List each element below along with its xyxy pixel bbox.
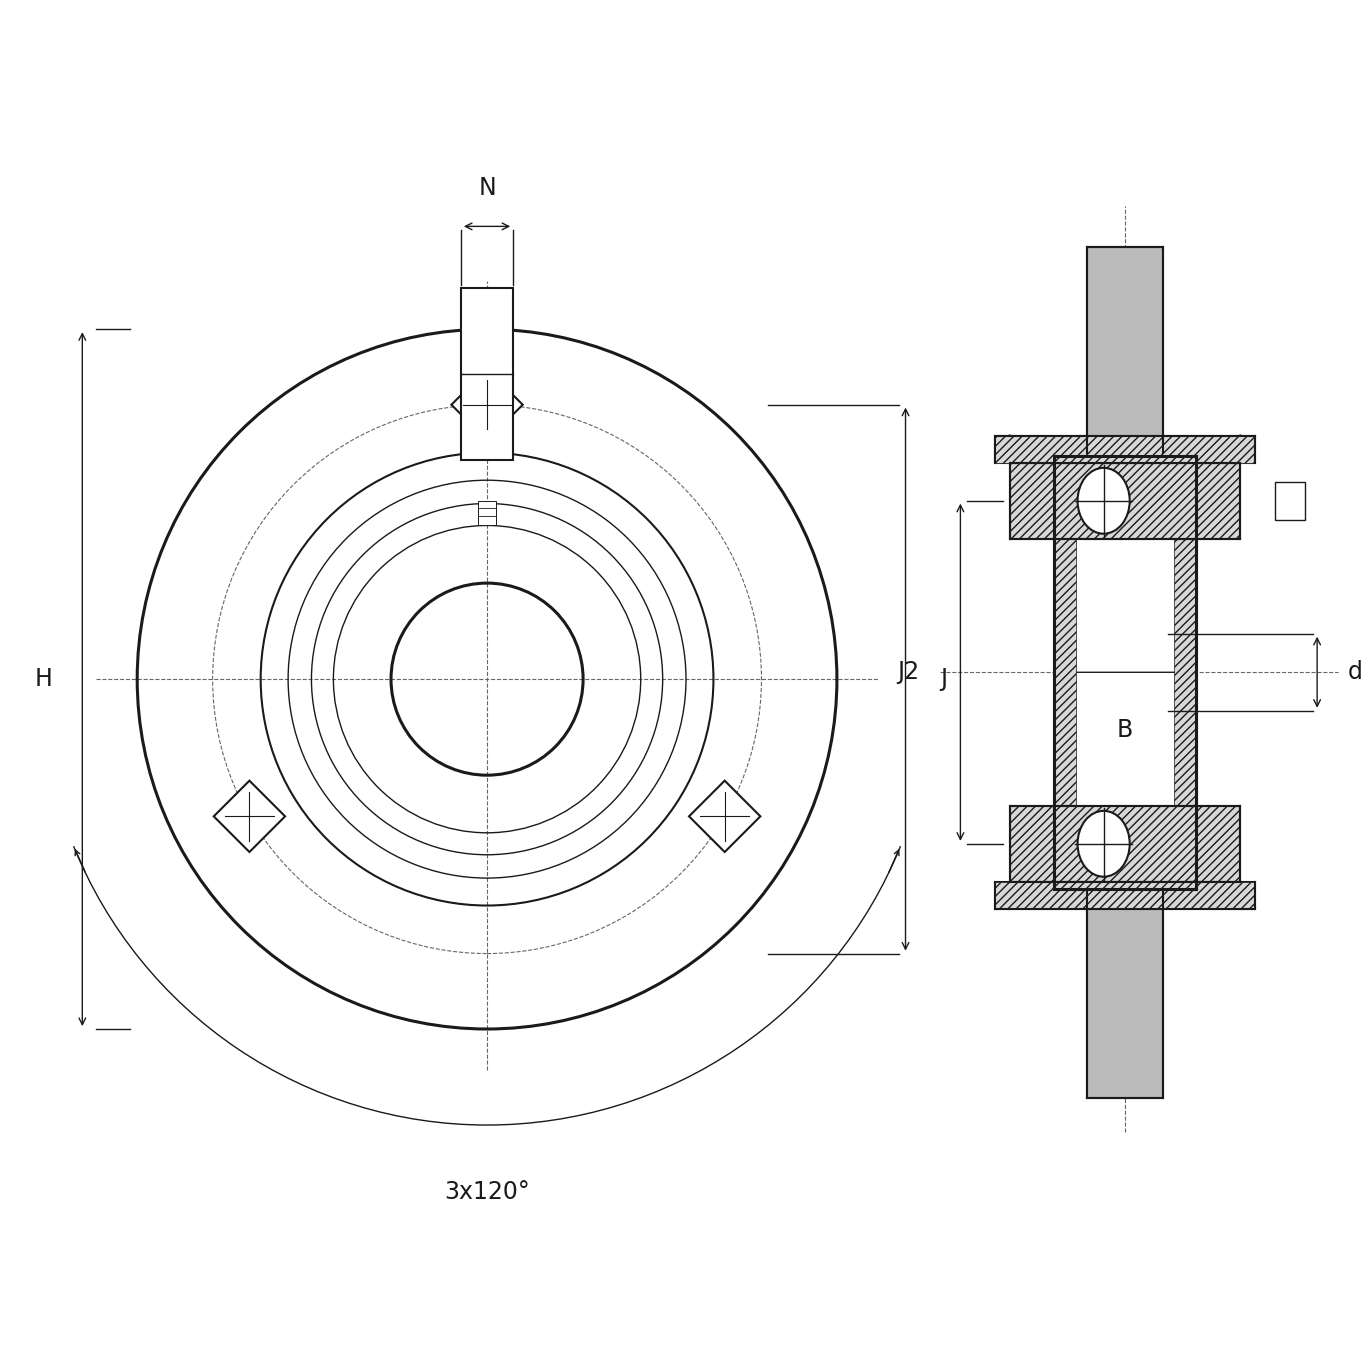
Polygon shape — [1010, 436, 1087, 453]
Polygon shape — [214, 781, 285, 852]
Polygon shape — [689, 781, 760, 852]
Text: H: H — [34, 667, 54, 691]
Text: N: N — [479, 176, 495, 200]
Polygon shape — [1163, 892, 1240, 910]
Bar — [1174, 456, 1196, 889]
Bar — [461, 288, 513, 460]
Text: B: B — [1117, 718, 1133, 742]
Bar — [1010, 807, 1240, 882]
Polygon shape — [451, 369, 523, 440]
Bar — [1054, 456, 1076, 889]
Bar — [1054, 456, 1196, 889]
Bar — [1087, 247, 1163, 453]
Bar — [1275, 482, 1305, 520]
Text: J: J — [940, 667, 948, 691]
Text: 3x120°: 3x120° — [445, 1180, 530, 1203]
Bar — [477, 501, 497, 525]
Ellipse shape — [1077, 468, 1129, 534]
Bar — [995, 882, 1255, 910]
Polygon shape — [1010, 892, 1087, 910]
Bar — [995, 436, 1255, 464]
Bar — [1087, 892, 1163, 1098]
Bar — [1010, 464, 1240, 538]
Text: d: d — [1349, 660, 1362, 685]
Ellipse shape — [1077, 811, 1129, 877]
Polygon shape — [1163, 436, 1240, 453]
Polygon shape — [1163, 436, 1240, 453]
Bar — [995, 436, 1255, 464]
Bar — [995, 882, 1255, 910]
Polygon shape — [1010, 436, 1087, 453]
Polygon shape — [1010, 892, 1087, 910]
Text: J2: J2 — [897, 660, 919, 685]
Polygon shape — [1163, 892, 1240, 910]
